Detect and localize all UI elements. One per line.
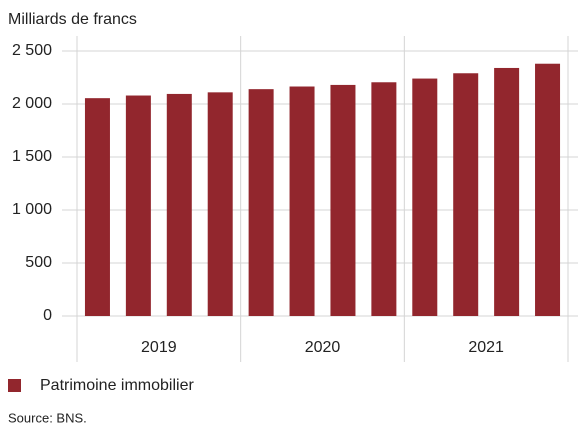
x-group-label: 2020 <box>305 339 341 356</box>
bar <box>330 84 356 316</box>
y-tick-label: 1 000 <box>12 201 52 218</box>
legend-label: Patrimoine immobilier <box>40 377 194 394</box>
bar <box>289 86 315 316</box>
bar <box>371 82 397 317</box>
bar <box>84 98 110 316</box>
legend-swatch <box>8 379 21 392</box>
y-tick-label: 1 500 <box>12 148 52 165</box>
bar <box>248 89 274 316</box>
x-group-label: 2021 <box>468 339 504 356</box>
bar <box>535 63 561 316</box>
y-tick-label: 2 000 <box>12 95 52 112</box>
bar <box>494 67 520 317</box>
y-tick-label: 0 <box>43 307 52 324</box>
bar <box>125 95 151 317</box>
x-group-label: 2019 <box>141 339 177 356</box>
bar <box>166 93 192 317</box>
y-tick-label: 500 <box>25 254 52 271</box>
y-axis-label: Milliards de francs <box>8 11 137 28</box>
source: Source: BNS. <box>8 410 87 425</box>
bar <box>207 92 233 316</box>
y-tick-label: 2 500 <box>12 42 52 59</box>
bar <box>412 78 438 316</box>
bar <box>453 73 479 316</box>
